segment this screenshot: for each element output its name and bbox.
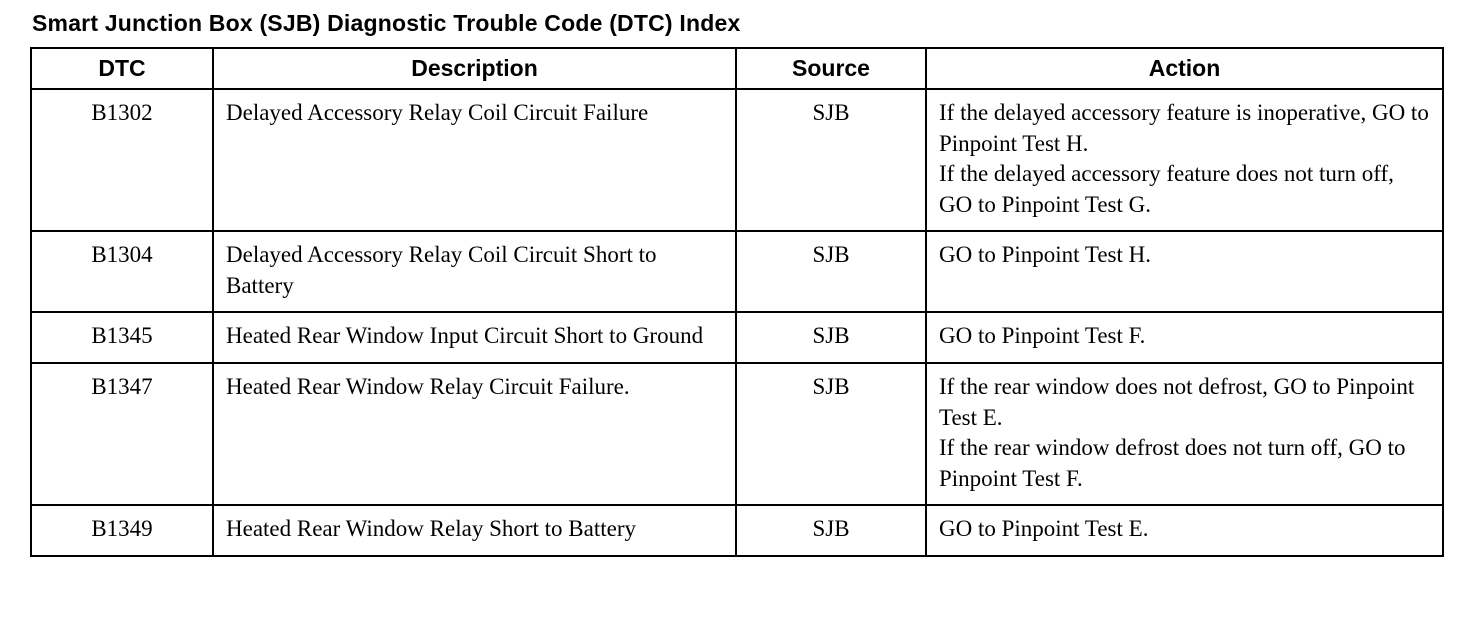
action-cell: GO to Pinpoint Test H. bbox=[925, 230, 1444, 314]
table-row: B1349 Heated Rear Window Relay Short to … bbox=[30, 504, 1444, 557]
action-cell: GO to Pinpoint Test E. bbox=[925, 504, 1444, 557]
source-cell: SJB bbox=[735, 504, 927, 557]
action-cell: GO to Pinpoint Test F. bbox=[925, 311, 1444, 365]
dtc-index-table: DTC Description Source Action B1302 Dela… bbox=[30, 47, 1444, 557]
column-header-dtc: DTC bbox=[30, 47, 214, 90]
description-cell: Heated Rear Window Relay Circuit Failure… bbox=[212, 362, 737, 507]
source-cell: SJB bbox=[735, 311, 927, 365]
table-row: B1345 Heated Rear Window Input Circuit S… bbox=[30, 311, 1444, 365]
action-cell: If the rear window does not defrost, GO … bbox=[925, 362, 1444, 507]
column-header-source: Source bbox=[735, 47, 927, 90]
source-cell: SJB bbox=[735, 230, 927, 314]
dtc-cell: B1304 bbox=[30, 230, 214, 314]
column-header-action: Action bbox=[925, 47, 1444, 90]
action-cell: If the delayed accessory feature is inop… bbox=[925, 87, 1444, 233]
page-title: Smart Junction Box (SJB) Diagnostic Trou… bbox=[32, 10, 741, 36]
source-cell: SJB bbox=[735, 362, 927, 507]
table-header-row: DTC Description Source Action bbox=[30, 47, 1444, 90]
source-cell: SJB bbox=[735, 87, 927, 233]
column-header-description: Description bbox=[212, 47, 737, 90]
dtc-cell: B1347 bbox=[30, 362, 214, 507]
table-row: B1304 Delayed Accessory Relay Coil Circu… bbox=[30, 230, 1444, 314]
description-cell: Delayed Accessory Relay Coil Circuit Sho… bbox=[212, 230, 737, 314]
description-cell: Heated Rear Window Relay Short to Batter… bbox=[212, 504, 737, 557]
dtc-cell: B1349 bbox=[30, 504, 214, 557]
table-row: B1302 Delayed Accessory Relay Coil Circu… bbox=[30, 87, 1444, 233]
table-row: B1347 Heated Rear Window Relay Circuit F… bbox=[30, 362, 1444, 507]
description-cell: Heated Rear Window Input Circuit Short t… bbox=[212, 311, 737, 365]
description-cell: Delayed Accessory Relay Coil Circuit Fai… bbox=[212, 87, 737, 233]
dtc-cell: B1345 bbox=[30, 311, 214, 365]
dtc-cell: B1302 bbox=[30, 87, 214, 233]
